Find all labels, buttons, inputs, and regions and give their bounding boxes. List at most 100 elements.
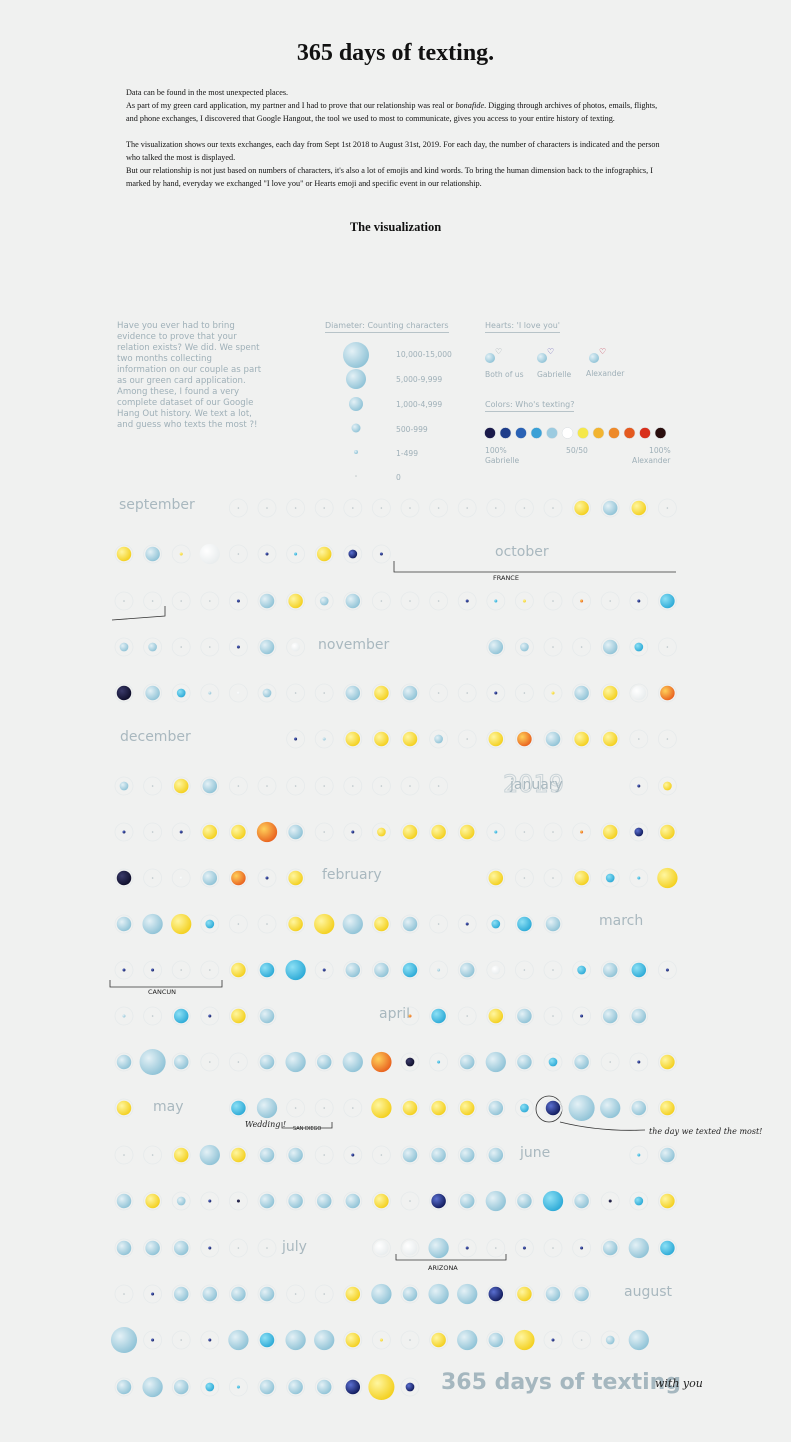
day-dot [609,600,611,602]
day-dot [116,1193,132,1209]
day-dot [580,1339,583,1341]
day-dots [110,498,678,1401]
day-dot [552,507,554,509]
day-dot [323,785,326,787]
day-dot [631,1008,647,1024]
day-dot [628,1329,649,1351]
day-dot [151,877,154,879]
day-ring [228,683,248,703]
day-dot [348,549,358,559]
day-ring [543,498,563,518]
legend-color-dot [623,427,636,439]
day-ring [572,591,591,611]
day-dot [294,507,297,509]
day-dot [314,1329,335,1351]
day-ring [600,1330,620,1350]
day-dot [402,731,418,747]
day-dot [116,546,132,562]
day-ring [600,1238,620,1258]
day-ring [257,914,277,934]
day-dot [437,600,440,602]
day-dot [520,1103,529,1113]
day-ring [228,868,248,888]
day-dot [459,824,475,840]
annotation-most-texted: the day we texted the most! [649,1127,763,1136]
day-dot [323,831,326,833]
day-dot [380,1154,383,1156]
day-ring [515,683,534,703]
day-dot [666,738,669,740]
day-ring [515,1238,534,1258]
day-dot [465,1246,469,1250]
day-ring [371,1145,391,1165]
day-dot [259,1379,275,1395]
day-ring [515,1284,534,1304]
day-dot [345,593,361,609]
day-dot [485,1190,506,1212]
day-ring [658,1052,677,1072]
day-dot [608,1199,612,1203]
day-ring [286,544,306,564]
day-dot [288,1379,303,1395]
day-ring [572,637,591,657]
day-ring [314,960,334,980]
day-dot [345,1332,361,1348]
day-ring [200,1284,220,1304]
day-ring [114,822,134,842]
bracket-san-diego [281,1122,333,1129]
day-ring [572,960,591,980]
day-dot [605,873,615,883]
day-ring [400,1052,420,1072]
day-dot [602,1240,618,1256]
day-ring [314,544,334,564]
day-ring [629,868,649,888]
day-ring [457,960,477,980]
day-ring [114,1238,134,1258]
month-label-february: february [322,867,382,883]
day-ring [143,1284,163,1304]
day-dot [374,1193,389,1209]
day-ring [143,591,163,611]
day-ring [114,1377,134,1397]
day-dot [351,830,355,834]
day-ring [515,591,534,611]
day-dot [342,1051,363,1073]
day-ring [114,960,134,980]
day-dot [428,1237,449,1259]
day-dot [208,691,212,695]
day-ring [457,591,477,611]
month-label-november: november [318,637,390,653]
day-ring [171,1052,191,1072]
day-ring [143,683,163,703]
day-ring [600,1052,620,1072]
day-dot [176,688,186,698]
day-dot [580,1014,584,1018]
day-ring [572,683,591,703]
day-dot [466,1015,469,1017]
legend-color-dot [592,427,605,439]
day-ring [143,1330,163,1350]
day-ring [429,776,449,796]
day-dot [491,919,501,929]
day-ring [114,637,134,657]
day-ring [457,729,477,749]
day-ring [572,1191,591,1211]
day-dot [352,785,354,787]
day-dot [465,922,469,926]
day-dot [285,1329,306,1351]
day-ring [429,498,449,518]
legend-heart-examples: ♡ ♡ ♡ [485,347,606,363]
day-ring [257,776,277,796]
day-dot [259,1008,275,1024]
day-ring [600,498,620,518]
day-dot [545,1100,561,1116]
day-ring [629,498,649,518]
legend-color-scale [484,427,667,439]
day-dot [580,1246,584,1250]
day-ring [343,1145,363,1165]
day-dot [345,962,361,978]
day-ring [486,914,506,934]
day-dot [345,685,361,701]
day-dot [294,1107,297,1109]
day-ring [228,637,248,657]
